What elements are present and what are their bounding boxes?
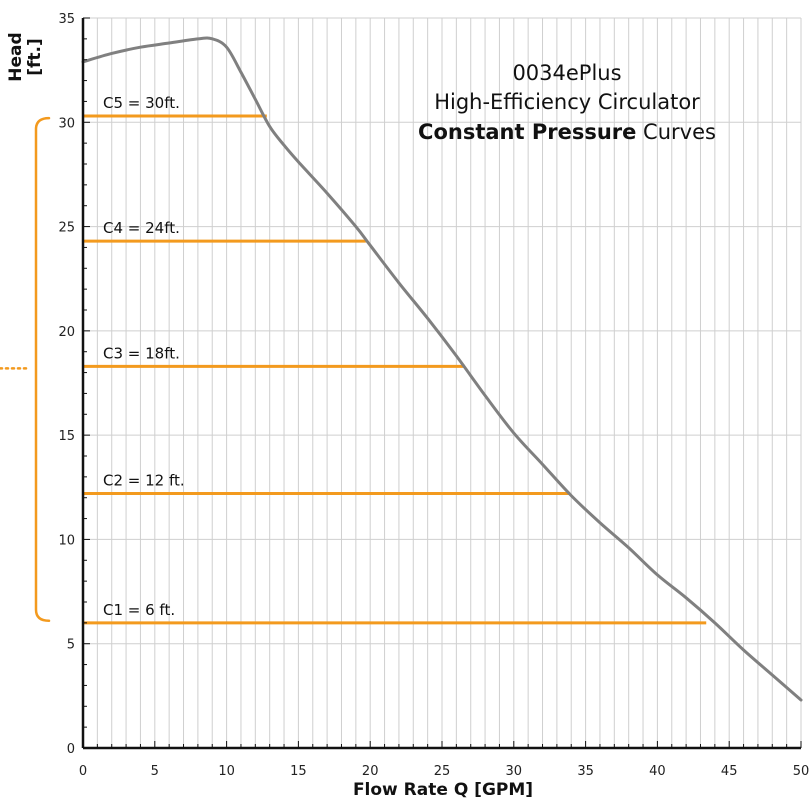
bracket-path	[34, 116, 51, 623]
x-tick-label: 35	[577, 764, 594, 779]
x-tick-label: 25	[434, 764, 451, 779]
y-tick-label: 35	[58, 12, 75, 27]
constant-pressure-label: C3 = 18ft.	[103, 344, 180, 362]
constant-pressure-label: C4 = 24ft.	[103, 219, 180, 237]
range-bracket	[0, 116, 51, 623]
y-tick-label: 20	[58, 325, 75, 340]
x-tick-label: 15	[290, 764, 307, 779]
chart-title-bold: Constant Pressure	[418, 120, 636, 144]
x-tick-label: 10	[218, 764, 235, 779]
y-tick-label: 30	[58, 116, 75, 131]
constant-pressure-labels: C5 = 30ft. C4 = 24ft. C3 = 18ft. C2 = 12 ft…	[103, 94, 185, 619]
x-tick-label: 45	[721, 764, 738, 779]
ticks: 0 5 10 15 20 25 30 35 40 45 50 0 5 10 15 20 25 30 35	[58, 12, 809, 779]
y-axis-title-line-2: [ft.]	[25, 38, 45, 76]
x-tick-label: 30	[506, 764, 523, 779]
y-axis-title-line-1: Head	[6, 32, 26, 81]
y-tick-label: 0	[67, 742, 75, 757]
x-tick-label: 20	[362, 764, 379, 779]
constant-pressure-lines	[83, 114, 707, 625]
x-tick-label: 0	[79, 764, 87, 779]
chart-title-line-3: Constant Pressure Curves	[418, 120, 716, 144]
x-tick-label: 5	[151, 764, 159, 779]
chart-title-line-1: 0034ePlus	[512, 61, 621, 85]
pump-curve-line	[81, 36, 803, 702]
y-tick-label: 10	[58, 533, 75, 548]
y-tick-label: 5	[67, 638, 75, 653]
pump-curve-series	[81, 36, 803, 702]
x-tick-label: 40	[649, 764, 666, 779]
y-tick-label: 25	[58, 221, 75, 236]
constant-pressure-label: C5 = 30ft.	[103, 94, 180, 112]
grid	[83, 17, 802, 748]
constant-pressure-label: C2 = 12 ft.	[103, 472, 185, 490]
constant-pressure-label: C1 = 6 ft.	[103, 601, 175, 619]
y-tick-label: 15	[58, 429, 75, 444]
x-axis-title: Flow Rate Q [GPM]	[353, 780, 533, 800]
chart-title-line-2: High-Efficiency Circulator	[434, 90, 700, 114]
chart-title-rest: Curves	[636, 120, 716, 144]
x-tick-label: 50	[793, 764, 810, 779]
